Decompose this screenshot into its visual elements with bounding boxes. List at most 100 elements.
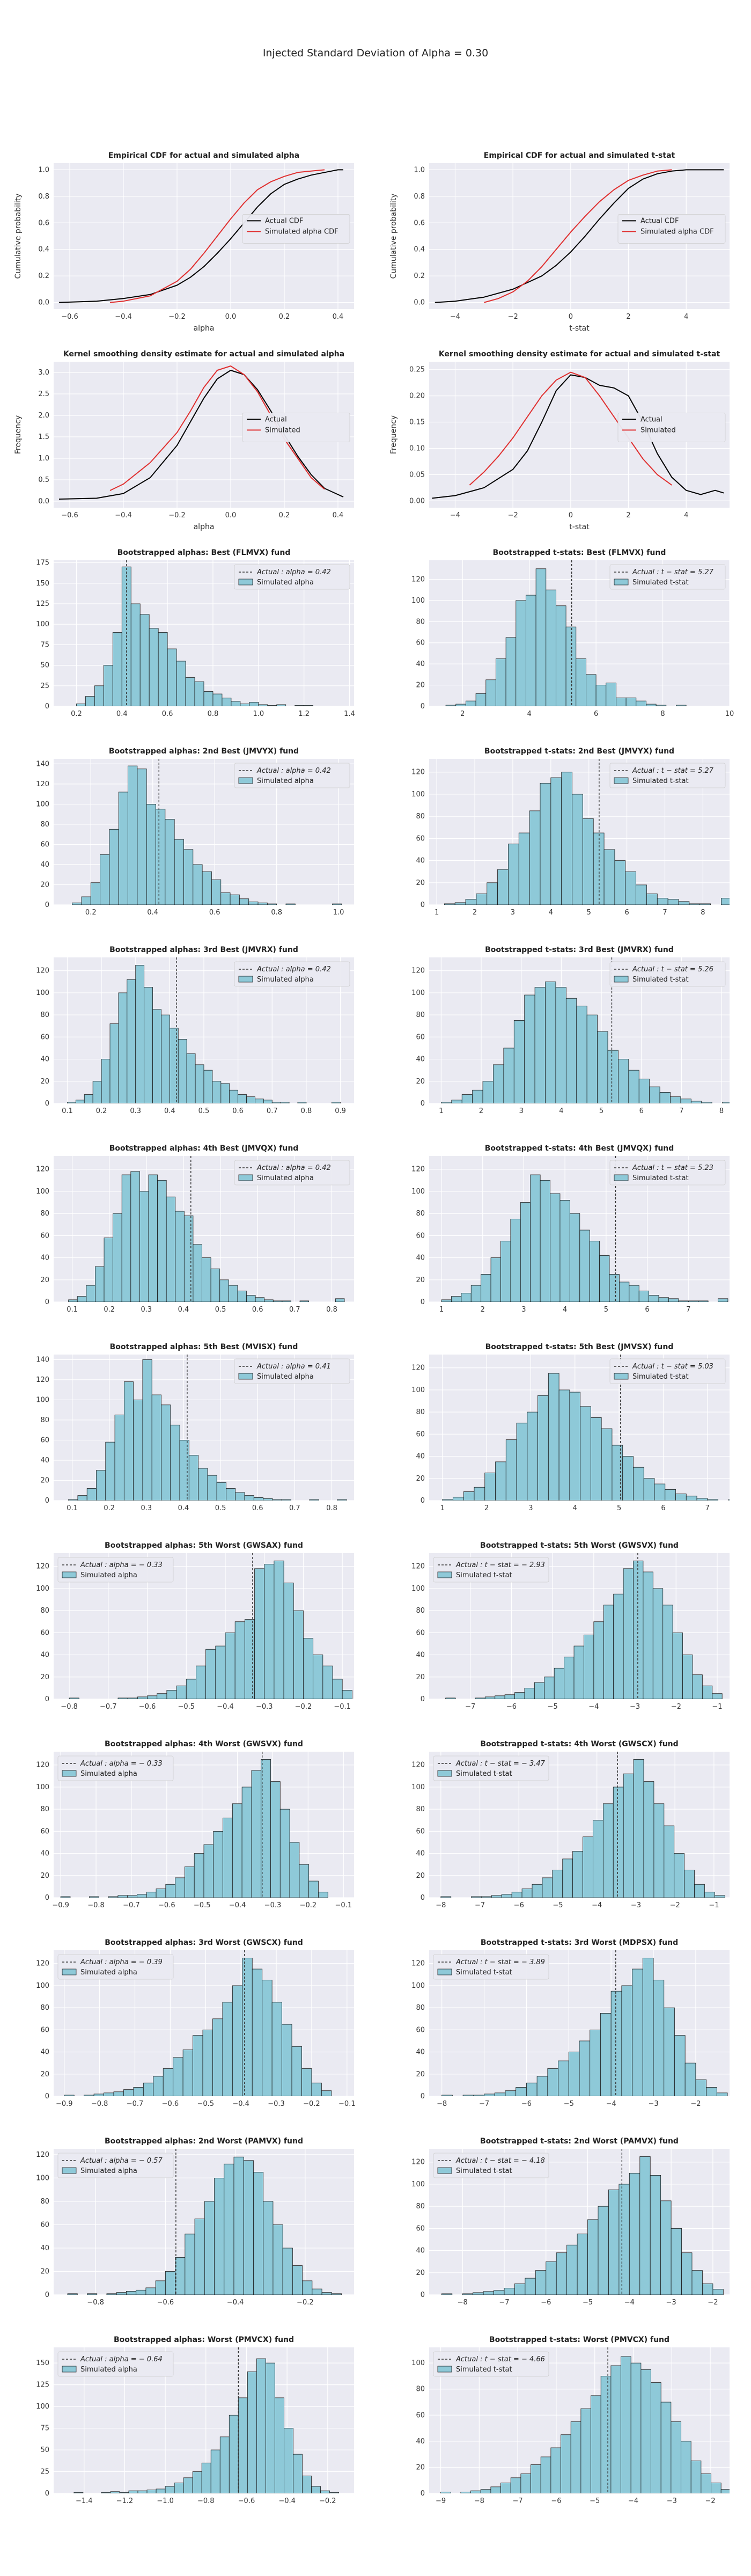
- histogram-bar: [462, 2293, 474, 2295]
- histogram-bar: [72, 902, 82, 905]
- y-tick-label: 100: [411, 597, 425, 605]
- histogram-bar: [494, 2290, 505, 2295]
- histogram-bar: [613, 1787, 624, 1898]
- histogram-bar: [595, 685, 607, 706]
- histogram-bar: [228, 1285, 238, 1302]
- histogram-bar: [247, 2371, 257, 2493]
- subplot-8: 1 2 3 4 5 6 7 8 0 20 40 60 80 100 120 Actual : t − stat…: [376, 741, 751, 939]
- histogram-bar: [586, 1014, 598, 1103]
- histogram-bar: [455, 704, 466, 706]
- histogram-bar: [67, 1102, 76, 1103]
- histogram-bar: [630, 2362, 642, 2493]
- histogram-bar: [146, 2490, 157, 2493]
- x-tick-label: 0.2: [104, 1504, 115, 1512]
- y-tick-label: 25: [40, 682, 49, 690]
- histogram-bar: [60, 1896, 71, 1898]
- chart-svg: 1 2 3 4 5 6 7 0 20 40 60 80 100 120 Actual : t − stat …: [411, 1144, 730, 1314]
- y-tick-label: 60: [416, 1827, 425, 1835]
- x-tick-label: 8: [701, 909, 705, 917]
- histogram-bar: [598, 2206, 609, 2295]
- y-tick-label: 50: [40, 2446, 49, 2454]
- y-tick-label: 0.4: [414, 246, 425, 254]
- histogram-bar: [664, 1825, 675, 1898]
- histogram-bar: [545, 981, 556, 1103]
- x-tick-label: 0.5: [198, 1107, 210, 1115]
- histogram-bar: [312, 2288, 322, 2295]
- histogram-bar: [660, 2200, 672, 2295]
- legend: Actual : t − stat = − 4.18 Simulated t-st…: [433, 2153, 549, 2178]
- histogram-bar: [638, 1290, 650, 1302]
- histogram-bar: [127, 1697, 138, 1699]
- y-tick-label: 0.8: [38, 193, 49, 201]
- y-tick-label: 60: [416, 1629, 425, 1637]
- y-tick-label: 40: [416, 2438, 425, 2446]
- x-tick-label: −0.6: [238, 2497, 255, 2505]
- legend-label-actual: Actual : alpha = 0.42: [256, 568, 331, 576]
- y-tick-label: 140: [36, 1356, 49, 1364]
- x-tick-label: −4: [450, 313, 460, 321]
- histogram-bar: [113, 2091, 124, 2096]
- histogram-bar: [85, 696, 95, 706]
- histogram-bar: [68, 1499, 78, 1501]
- chart-svg: −7 −6 −5 −4 −3 −2 −1 0 20 40 60 80 100 120 Actual : t …: [411, 1541, 730, 1711]
- x-tick-label: −7: [465, 1703, 475, 1711]
- y-tick-label: 150: [36, 2359, 49, 2367]
- histogram-bar: [564, 1657, 575, 1699]
- histogram-bar: [510, 1219, 521, 1302]
- legend: Actual : t − stat = − 4.66 Simulated t-st…: [433, 2351, 549, 2377]
- histogram-bar: [133, 2087, 144, 2096]
- x-tick-label: −0.6: [158, 1901, 175, 1909]
- histogram-bar: [665, 1489, 676, 1501]
- histogram-bar: [682, 1655, 693, 1699]
- histogram-bar: [183, 2477, 193, 2493]
- histogram-bar: [490, 2486, 501, 2493]
- histogram-bar: [165, 2486, 175, 2493]
- y-tick-label: 80: [416, 2202, 425, 2211]
- histogram-bar: [701, 2473, 711, 2493]
- histogram-bar: [114, 1415, 124, 1501]
- legend: Actual : t − stat = − 3.47 Simulated t-st…: [433, 1755, 549, 1781]
- y-tick-label: 100: [411, 989, 425, 997]
- histogram-bar: [660, 2402, 672, 2493]
- histogram-bar: [332, 903, 342, 905]
- subplot-21: −0.8 −0.6 −0.4 −0.2 0 20 40 60 80 100 120 Actual : …: [0, 2131, 376, 2329]
- histogram-bar: [535, 568, 547, 706]
- x-tick-label: 2: [479, 1107, 483, 1115]
- histogram-bar: [75, 1100, 85, 1103]
- histogram-bar: [219, 2436, 230, 2493]
- x-tick-label: −0.2: [168, 511, 186, 519]
- histogram-bar: [332, 1679, 343, 1699]
- legend-label-actual: Actual : alpha = − 0.33: [80, 1760, 163, 1768]
- y-tick-label: 0: [421, 1298, 425, 1306]
- histogram-bar: [127, 979, 136, 1103]
- histogram-bar: [505, 2090, 517, 2096]
- histogram-bar: [196, 1665, 207, 1699]
- histogram-bar: [202, 871, 212, 905]
- histogram-bar: [548, 1373, 559, 1501]
- x-tick-label: 7: [679, 1107, 683, 1115]
- x-tick-label: −4: [624, 2299, 635, 2307]
- y-tick-label: 80: [40, 1607, 49, 1615]
- x-tick-label: −4: [592, 1901, 602, 1909]
- x-tick-label: 0.9: [335, 1107, 346, 1115]
- x-tick-label: 0.4: [116, 710, 128, 718]
- histogram-bar: [121, 1174, 131, 1302]
- histogram-bar: [720, 2489, 730, 2493]
- y-tick-label: 125: [36, 600, 49, 608]
- histogram-bar: [299, 1864, 310, 1898]
- x-tick-label: −0.8: [87, 2299, 104, 2307]
- histogram-bar: [643, 1478, 655, 1501]
- y-tick-label: 2.0: [38, 412, 49, 420]
- histogram-bar: [680, 1099, 691, 1103]
- y-tick-label: 100: [411, 2359, 425, 2367]
- histogram-bar: [123, 1381, 134, 1501]
- histogram-bar: [89, 1896, 99, 1898]
- x-tick-label: 1.0: [333, 909, 344, 917]
- x-tick-label: 7: [662, 909, 667, 917]
- x-tick-label: −0.4: [115, 511, 132, 519]
- histogram-bar: [264, 1564, 275, 1699]
- legend-label: Actual: [265, 415, 287, 423]
- subplot-15: −0.8 −0.7 −0.6 −0.5 −0.4 −0.3 −0.2 −0.1 0 20 40 60 8…: [0, 1535, 376, 1733]
- legend-bar-swatch: [238, 1174, 253, 1181]
